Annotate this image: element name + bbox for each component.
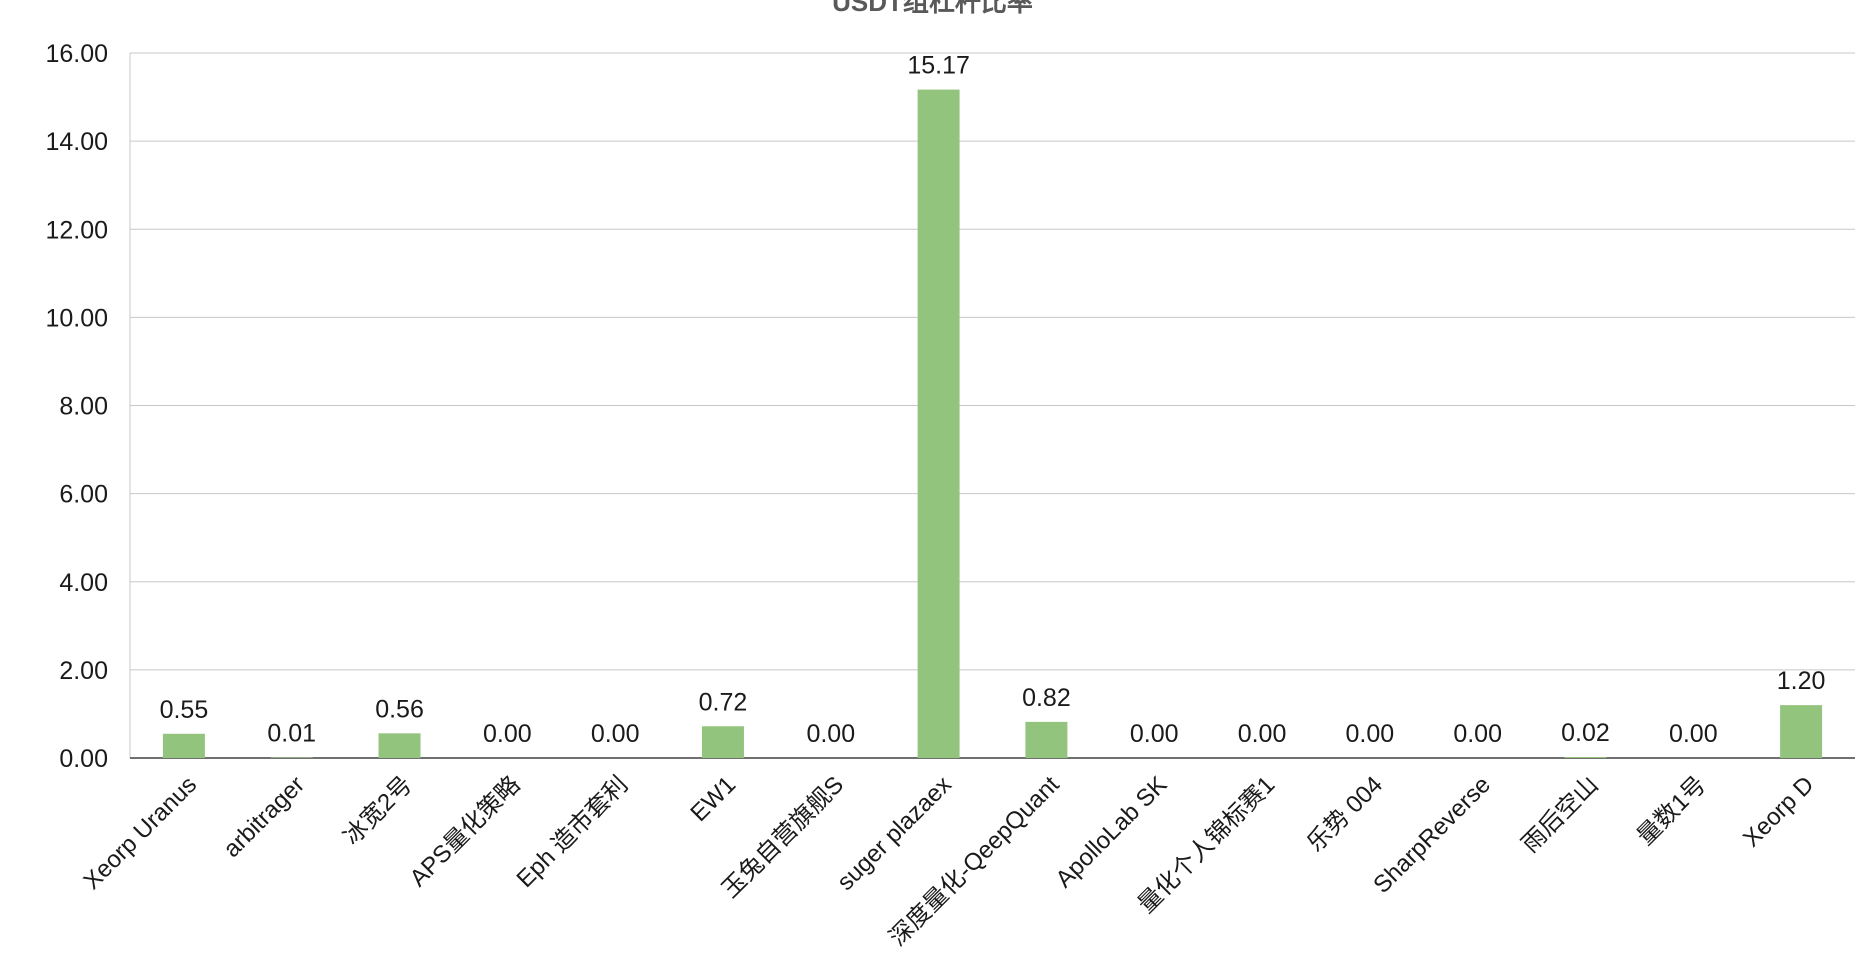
x-category-label: ApolloLab SK: [1051, 771, 1173, 893]
bar: [1780, 705, 1822, 758]
data-label: 0.00: [1669, 720, 1718, 748]
data-label: 0.00: [591, 720, 640, 748]
data-label: 1.20: [1777, 667, 1826, 695]
data-label: 0.72: [699, 688, 748, 716]
y-tick-label: 2.00: [59, 657, 108, 685]
x-category-label: 雨后空山: [1517, 771, 1604, 858]
data-label: 0.00: [806, 720, 855, 748]
y-tick-label: 10.00: [45, 304, 108, 332]
x-category-label: 乐势 004: [1302, 771, 1388, 857]
gridlines: [130, 53, 1855, 670]
bar: [163, 734, 205, 758]
x-category-label: EW1: [685, 771, 741, 827]
y-tick-label: 0.00: [59, 745, 108, 773]
y-tick-label: 14.00: [45, 128, 108, 156]
y-tick-label: 4.00: [59, 569, 108, 597]
x-category-label: APS量化策略: [405, 771, 526, 892]
data-label: 0.56: [375, 695, 424, 723]
x-category-label: 量数1号: [1632, 771, 1711, 850]
y-tick-labels: 0.00 2.00 4.00 6.00 8.00 10.00 12.00 14.00 16.00: [45, 40, 108, 773]
data-label: 0.00: [1238, 720, 1287, 748]
data-label: 0.00: [483, 720, 532, 748]
x-category-label: Xeorp D: [1738, 771, 1819, 852]
bars: [163, 90, 1822, 758]
data-label: 0.82: [1022, 684, 1071, 712]
bar: [379, 733, 421, 758]
data-labels: 0.55 0.01 0.56 0.00 0.00 0.72 0.00 15.17 0.82 0.0…: [160, 52, 1826, 748]
data-label: 0.00: [1130, 720, 1179, 748]
data-label: 0.01: [267, 720, 316, 748]
data-label: 0.00: [1453, 720, 1502, 748]
bar: [702, 726, 744, 758]
bar: [918, 90, 960, 758]
chart-title: USDT组杠杆比率: [0, 0, 1865, 19]
x-category-label: Eph 造市套利: [512, 771, 634, 893]
bar: [1564, 757, 1606, 758]
data-label: 0.55: [160, 696, 209, 724]
data-label: 15.17: [907, 52, 970, 80]
data-label: 0.02: [1561, 719, 1610, 747]
bar: [1025, 722, 1067, 758]
x-category-label: 冰宽2号: [338, 771, 417, 850]
x-category-label: arbitrager: [218, 771, 310, 863]
data-label: 0.00: [1346, 720, 1395, 748]
y-tick-label: 8.00: [59, 393, 108, 421]
y-tick-label: 6.00: [59, 481, 108, 509]
y-tick-label: 16.00: [45, 40, 108, 68]
x-category-label: Xeorp Uranus: [78, 771, 202, 895]
y-tick-label: 12.00: [45, 216, 108, 244]
